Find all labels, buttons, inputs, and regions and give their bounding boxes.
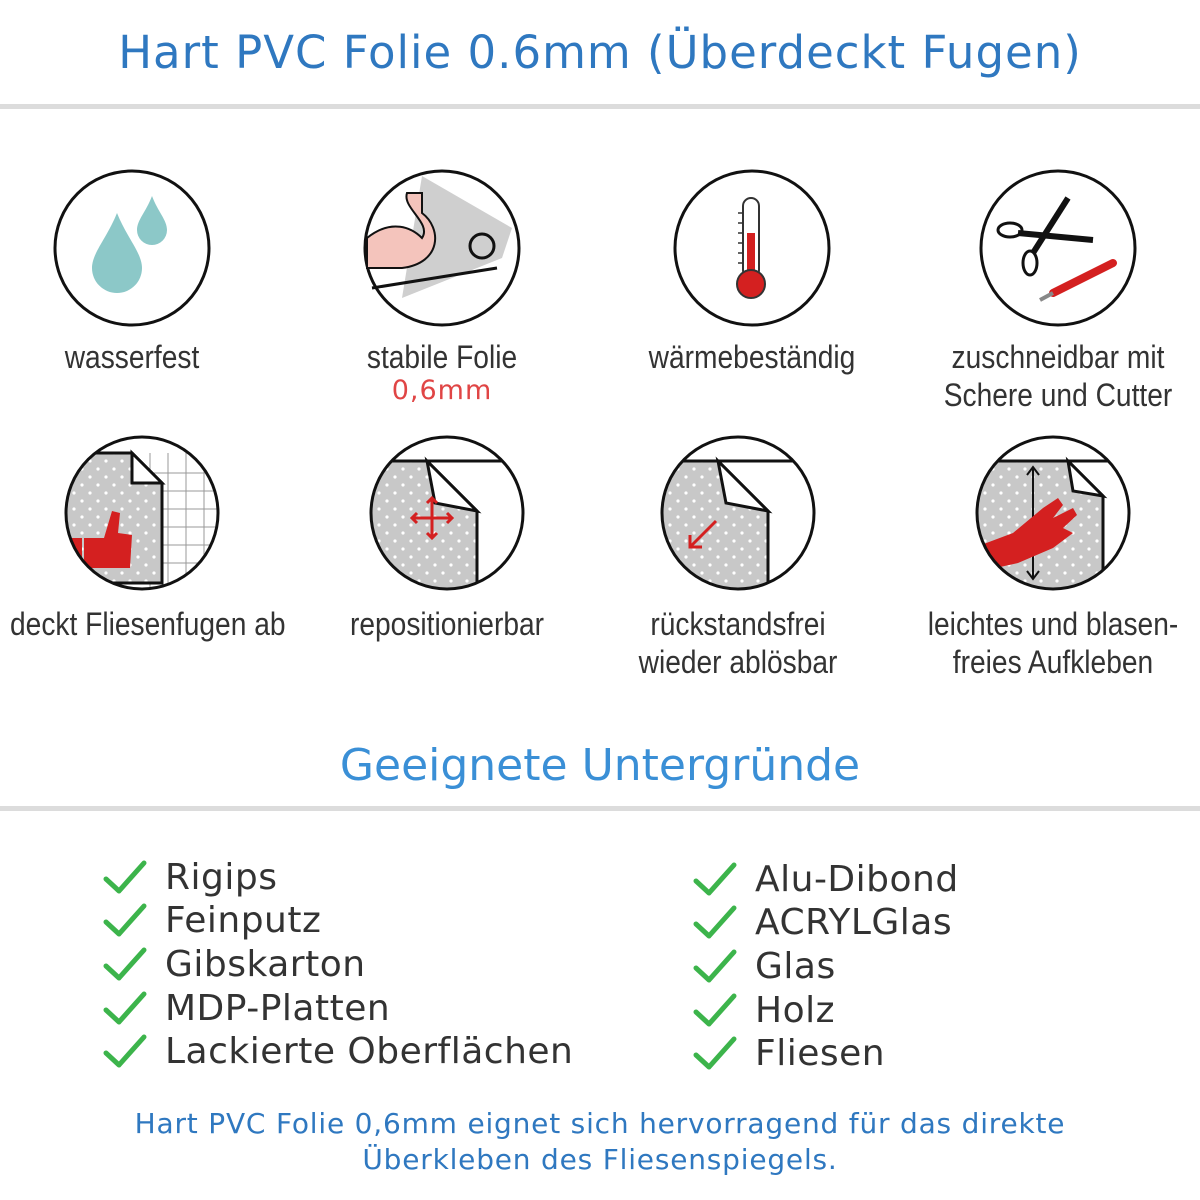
checkmark-icon — [103, 860, 147, 894]
feature-easy-apply: leichtes und blasen- freies Aufkleben — [903, 433, 1200, 681]
feature-residue-free: rückstandsfrei wieder ablösbar — [588, 433, 888, 681]
feature-waterproof: wasserfest — [0, 168, 282, 376]
hand-smooth-icon — [975, 435, 1131, 591]
scissors-cutter-icon — [979, 169, 1137, 327]
checkmark-icon — [103, 903, 147, 937]
feature-label: deckt Fliesenfugen ab — [10, 606, 286, 642]
surface-item: Holz — [693, 988, 835, 1032]
surface-label: Feinputz — [165, 899, 322, 941]
peel-arrow-icon — [660, 435, 816, 591]
feature-label-2: freies Aufkleben — [952, 644, 1154, 680]
feature-label-2: wieder ablösbar — [638, 644, 838, 680]
feature-label: wasserfest — [64, 339, 200, 375]
surface-label: Rigips — [165, 856, 278, 898]
feature-heat-resistant: wärmebeständig — [602, 168, 902, 376]
surface-item: Feinputz — [103, 898, 321, 942]
surface-label: Holz — [755, 989, 835, 1031]
feature-sublabel: 0,6mm — [391, 375, 493, 406]
strong-arm-icon — [363, 169, 521, 327]
section-title: Geeignete Untergründe — [339, 740, 861, 791]
feature-covers-joints: deckt Fliesenfugen ab — [0, 433, 292, 643]
surface-item: Lackierte Oberflächen — [103, 1029, 573, 1073]
checkmark-icon — [693, 862, 737, 896]
checkmark-icon — [693, 1036, 737, 1070]
surface-label: Alu-Dibond — [755, 858, 959, 900]
feature-stable: stabile Folie 0,6mm — [292, 168, 592, 406]
footer-note: Hart PVC Folie 0,6mm eignet sich hervorr… — [0, 1106, 1200, 1178]
checkmark-icon — [103, 1034, 147, 1068]
surface-label: MDP-Platten — [165, 987, 391, 1029]
feature-repositionable: repositionierbar — [297, 433, 597, 643]
checkmark-icon — [693, 949, 737, 983]
checkmark-icon — [693, 905, 737, 939]
water-drops-icon — [53, 169, 211, 327]
surface-item: Rigips — [103, 855, 277, 899]
surface-label: ACRYLGlas — [755, 901, 953, 943]
move-arrows-icon — [369, 435, 525, 591]
checkmark-icon — [103, 991, 147, 1025]
surface-label: Glas — [755, 945, 836, 987]
feature-label: zuschneidbar mit — [951, 339, 1165, 375]
divider — [0, 104, 1200, 109]
surface-item: MDP-Platten — [103, 986, 390, 1030]
surface-label: Gibskarton — [165, 943, 366, 985]
surface-item: Fliesen — [693, 1031, 885, 1075]
surface-label: Fliesen — [755, 1032, 886, 1074]
surface-item: Glas — [693, 944, 836, 988]
surface-item: Alu-Dibond — [693, 857, 959, 901]
feature-label: leichtes und blasen- — [927, 606, 1179, 642]
surface-label: Lackierte Oberflächen — [165, 1030, 574, 1072]
feature-label: repositionierbar — [349, 606, 545, 642]
feature-label: wärmebeständig — [648, 339, 856, 375]
feature-label: rückstandsfrei — [650, 606, 826, 642]
feature-label: stabile Folie — [366, 339, 518, 375]
footer-line-2: Überkleben des Fliesenspiegels. — [362, 1143, 838, 1176]
surface-item: ACRYLGlas — [693, 900, 952, 944]
feature-label-2: Schere und Cutter — [943, 377, 1173, 413]
thumbs-up-tiles-icon — [64, 435, 220, 591]
thermometer-icon — [673, 169, 831, 327]
footer-line-1: Hart PVC Folie 0,6mm eignet sich hervorr… — [134, 1107, 1066, 1140]
surface-item: Gibskarton — [103, 942, 366, 986]
divider — [0, 806, 1200, 811]
checkmark-icon — [693, 993, 737, 1027]
page-title: Hart PVC Folie 0.6mm (Überdeckt Fugen) — [118, 26, 1082, 79]
checkmark-icon — [103, 947, 147, 981]
feature-cuttable: zuschneidbar mit Schere und Cutter — [908, 168, 1200, 414]
